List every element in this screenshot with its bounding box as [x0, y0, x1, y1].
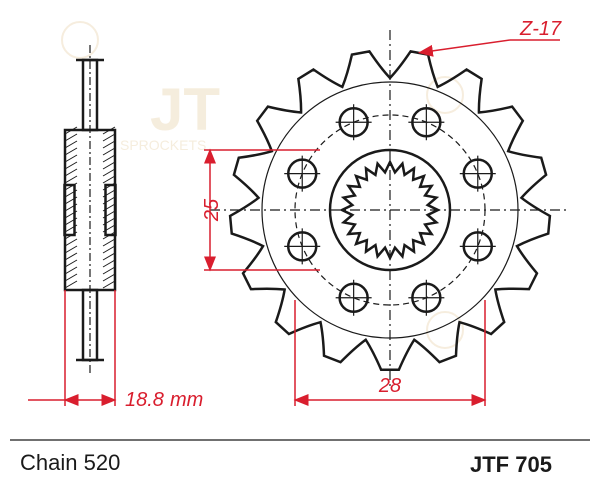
svg-text:Z-17: Z-17 [519, 18, 562, 40]
svg-text:18.8: 18.8 [125, 389, 164, 411]
watermark: JT SPROCKETS [62, 22, 463, 348]
svg-text:25: 25 [201, 198, 223, 222]
side-profile-view [65, 45, 116, 375]
chain-spec-label: Chain 520 [20, 450, 120, 475]
svg-text:mm: mm [170, 389, 203, 411]
sprocket-front-view [210, 30, 570, 390]
svg-text:SPROCKETS: SPROCKETS [120, 137, 206, 153]
svg-text:28: 28 [378, 375, 401, 397]
part-number-label: JTF 705 [470, 452, 552, 477]
svg-text:JT: JT [150, 76, 220, 143]
